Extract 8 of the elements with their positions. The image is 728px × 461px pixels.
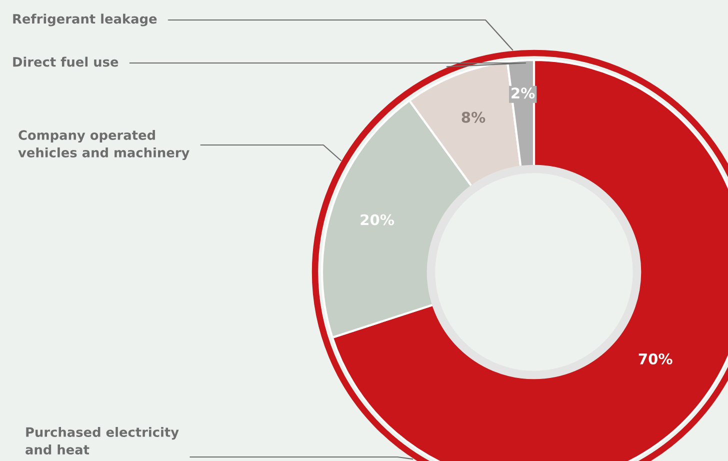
data-label: 8%: [462, 112, 486, 123]
data-label: 2%: [512, 88, 535, 99]
slice-label: Company operated vehicles and machinery: [18, 130, 190, 160]
slice-label: Purchased electricity and heat: [26, 426, 179, 454]
data-label: 20%: [360, 214, 394, 226]
slice-label: Direct fuel use: [13, 56, 118, 67]
slice-label: Refrigerant leakage: [13, 14, 157, 26]
data-label: 70%: [638, 353, 672, 364]
